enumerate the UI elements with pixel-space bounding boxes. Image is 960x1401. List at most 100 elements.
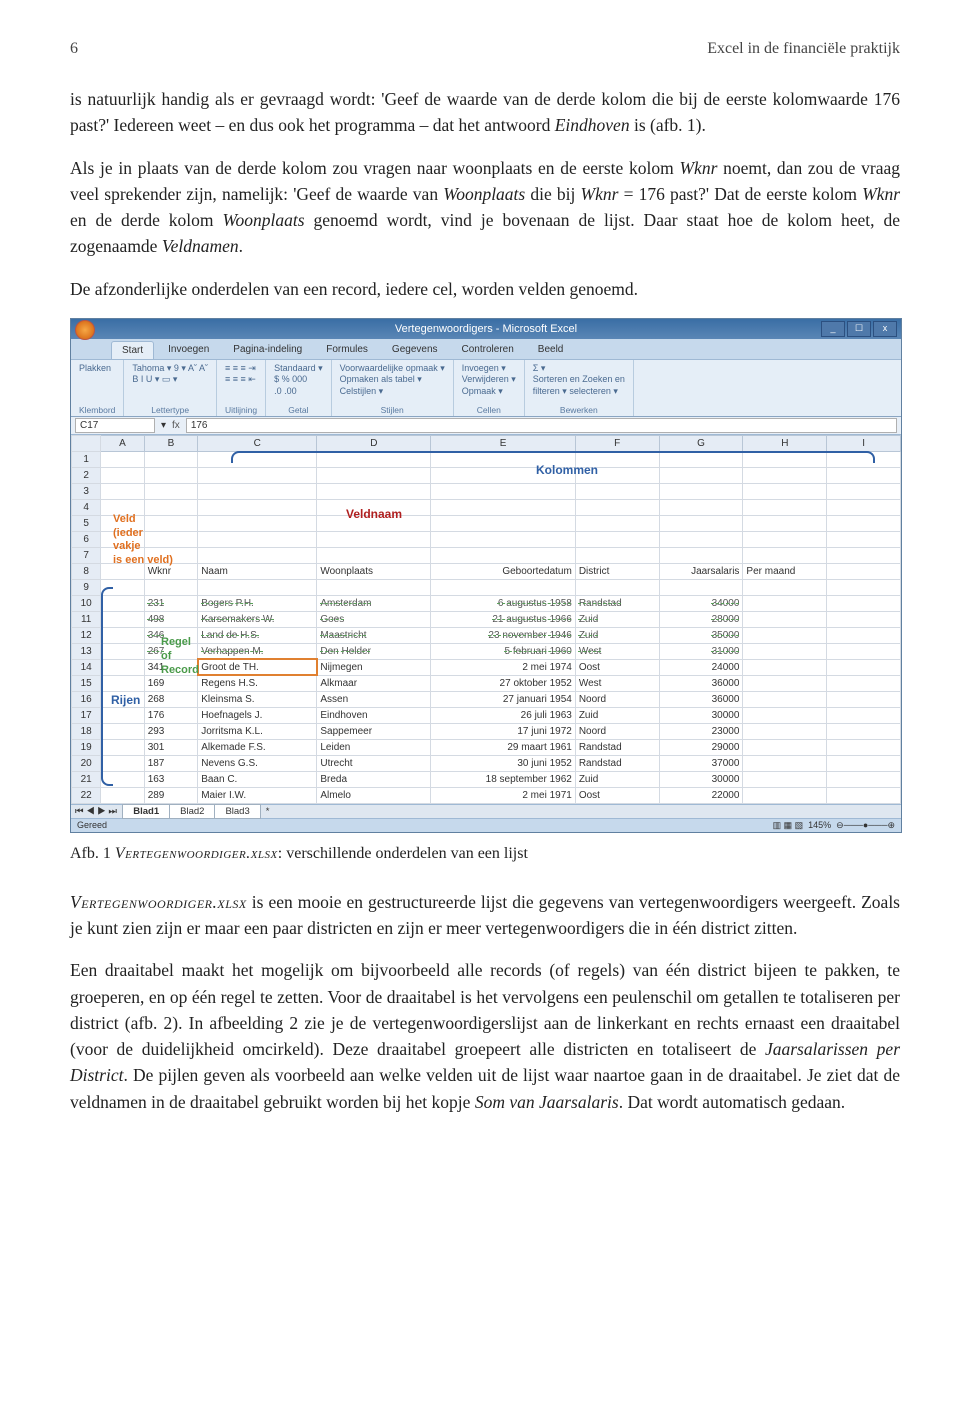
cell-H16[interactable]	[743, 691, 827, 707]
cell-F16[interactable]: Noord	[575, 691, 659, 707]
cell-E14[interactable]: 2 mei 1974	[431, 659, 575, 675]
cell-F2[interactable]	[575, 467, 659, 483]
cell-G16[interactable]: 36000	[659, 691, 743, 707]
cell-I13[interactable]	[827, 643, 901, 659]
col-header-A[interactable]: A	[101, 435, 144, 451]
table-row[interactable]: 19301Alkemade F.S.Leiden29 maart 1961Ran…	[72, 739, 901, 755]
col-header-G[interactable]: G	[659, 435, 743, 451]
zoom-out-icon[interactable]: ⊖	[836, 820, 844, 830]
cell-A3[interactable]	[101, 483, 144, 499]
cell-I8[interactable]	[827, 563, 901, 579]
cell-E22[interactable]: 2 mei 1971	[431, 787, 575, 803]
cell-G13[interactable]: 31000	[659, 643, 743, 659]
cell-C10[interactable]: Bogers P.H.	[198, 595, 317, 611]
col-header-I[interactable]: I	[827, 435, 901, 451]
row-header[interactable]: 18	[72, 723, 101, 739]
cell-G15[interactable]: 36000	[659, 675, 743, 691]
view-icons[interactable]: ▥ ▦ ▧	[773, 820, 804, 830]
cell-E18[interactable]: 17 juni 1972	[431, 723, 575, 739]
cell-G17[interactable]: 30000	[659, 707, 743, 723]
sheet-tab-blad3[interactable]: Blad3	[214, 804, 260, 819]
cell-I4[interactable]	[827, 499, 901, 515]
cell-F21[interactable]: Zuid	[575, 771, 659, 787]
cell-I12[interactable]	[827, 627, 901, 643]
cell-G10[interactable]: 34000	[659, 595, 743, 611]
table-row[interactable]: 7	[72, 547, 901, 563]
cell-D3[interactable]	[317, 483, 431, 499]
cell-I6[interactable]	[827, 531, 901, 547]
row-header[interactable]: 7	[72, 547, 101, 563]
table-row[interactable]: 15169Regens H.S.Alkmaar27 oktober 1952We…	[72, 675, 901, 691]
close-icon[interactable]: x	[873, 321, 897, 337]
cell-I10[interactable]	[827, 595, 901, 611]
cell-F22[interactable]: Oost	[575, 787, 659, 803]
cell-C13[interactable]: Verhappen M.	[198, 643, 317, 659]
col-header-B[interactable]: B	[144, 435, 198, 451]
cell-H6[interactable]	[743, 531, 827, 547]
cell-I19[interactable]	[827, 739, 901, 755]
cell-E21[interactable]: 18 september 1962	[431, 771, 575, 787]
cell-F9[interactable]	[575, 579, 659, 595]
fx-icon[interactable]: fx	[172, 420, 180, 431]
table-row[interactable]: 2	[72, 467, 901, 483]
cell-B22[interactable]: 289	[144, 787, 198, 803]
cell-B9[interactable]	[144, 579, 198, 595]
cell-E16[interactable]: 27 januari 1954	[431, 691, 575, 707]
ribbon-tab-gegevens[interactable]: Gegevens	[382, 341, 448, 359]
minimize-icon[interactable]: _	[821, 321, 845, 337]
cell-H20[interactable]	[743, 755, 827, 771]
cell-E13[interactable]: 5 februari 1960	[431, 643, 575, 659]
sheet-tab-blad2[interactable]: Blad2	[169, 804, 215, 819]
new-sheet-icon[interactable]: *	[260, 806, 276, 817]
cell-H12[interactable]	[743, 627, 827, 643]
cell-C9[interactable]	[198, 579, 317, 595]
cell-D8[interactable]: Woonplaats	[317, 563, 431, 579]
row-header[interactable]: 13	[72, 643, 101, 659]
cell-B14[interactable]: 341	[144, 659, 198, 675]
row-header[interactable]: 14	[72, 659, 101, 675]
table-row[interactable]: 5	[72, 515, 901, 531]
table-row[interactable]: 11498Karsemakers W.Goes21 augustus 1966Z…	[72, 611, 901, 627]
cell-C7[interactable]	[198, 547, 317, 563]
cell-E3[interactable]	[431, 483, 575, 499]
cell-H14[interactable]	[743, 659, 827, 675]
cell-C14[interactable]: Groot de TH.	[198, 659, 317, 675]
ribbon-tab-invoegen[interactable]: Invoegen	[158, 341, 219, 359]
cell-H10[interactable]	[743, 595, 827, 611]
cell-C20[interactable]: Nevens G.S.	[198, 755, 317, 771]
row-header[interactable]: 6	[72, 531, 101, 547]
cell-D7[interactable]	[317, 547, 431, 563]
cell-E9[interactable]	[431, 579, 575, 595]
cell-C15[interactable]: Regens H.S.	[198, 675, 317, 691]
row-header[interactable]: 4	[72, 499, 101, 515]
cell-C11[interactable]: Karsemakers W.	[198, 611, 317, 627]
cell-F14[interactable]: Oost	[575, 659, 659, 675]
table-row[interactable]: 16268Kleinsma S.Assen27 januari 1954Noor…	[72, 691, 901, 707]
cell-H11[interactable]	[743, 611, 827, 627]
cell-I16[interactable]	[827, 691, 901, 707]
cell-C3[interactable]	[198, 483, 317, 499]
cell-A2[interactable]	[101, 467, 144, 483]
row-header[interactable]: 20	[72, 755, 101, 771]
cell-G21[interactable]: 30000	[659, 771, 743, 787]
cell-E19[interactable]: 29 maart 1961	[431, 739, 575, 755]
zoom-slider[interactable]: ──●──	[850, 820, 881, 830]
cell-E8[interactable]: Geboortedatum	[431, 563, 575, 579]
cell-B1[interactable]	[144, 451, 198, 467]
cell-A6[interactable]	[101, 531, 144, 547]
table-row[interactable]: 3	[72, 483, 901, 499]
row-header[interactable]: 8	[72, 563, 101, 579]
cell-G7[interactable]	[659, 547, 743, 563]
cell-E15[interactable]: 27 oktober 1952	[431, 675, 575, 691]
cell-C2[interactable]	[198, 467, 317, 483]
cell-D4[interactable]	[317, 499, 431, 515]
cell-B4[interactable]	[144, 499, 198, 515]
ribbon-tab-start[interactable]: Start	[111, 341, 154, 359]
cell-H17[interactable]	[743, 707, 827, 723]
cell-E17[interactable]: 26 juli 1963	[431, 707, 575, 723]
cell-I18[interactable]	[827, 723, 901, 739]
cell-C4[interactable]	[198, 499, 317, 515]
cell-G18[interactable]: 23000	[659, 723, 743, 739]
ribbon-group-bewerken[interactable]: Σ ▾Sorteren en Zoeken enfilteren ▾ selec…	[525, 360, 634, 416]
cell-E2[interactable]	[431, 467, 575, 483]
